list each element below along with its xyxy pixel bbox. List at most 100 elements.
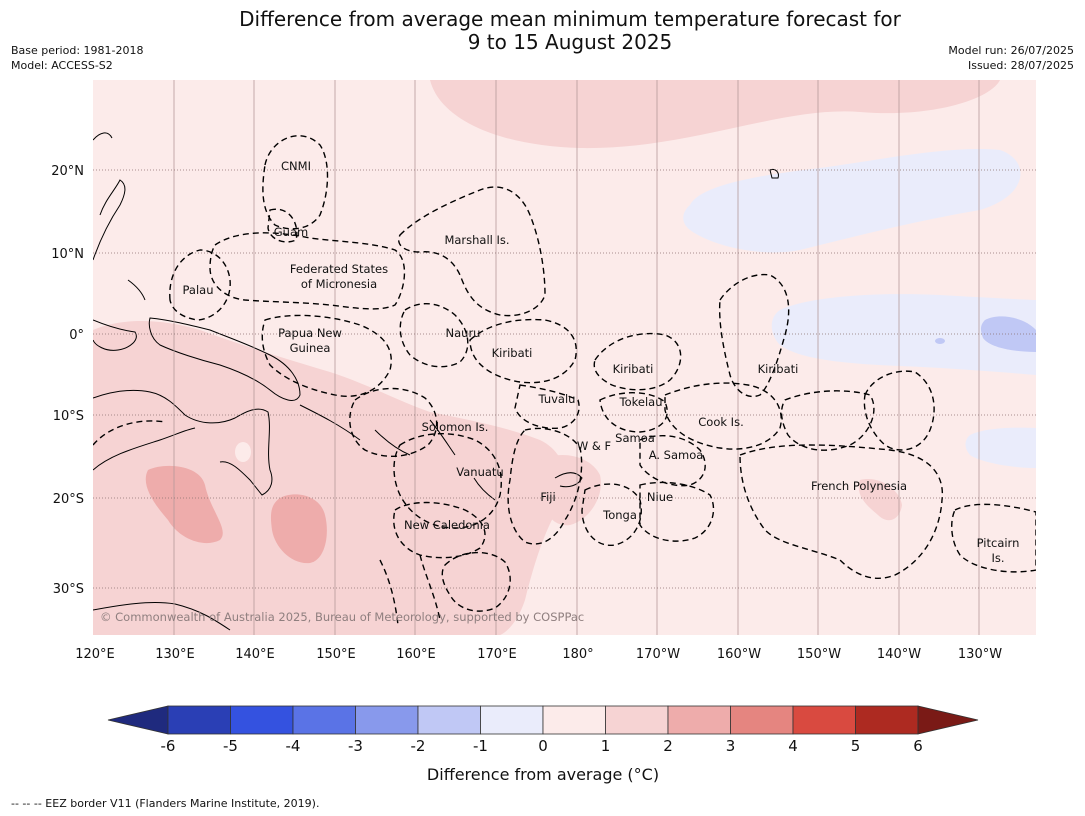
longitude-axis: 120°E 130°E 140°E 150°E 160°E 170°E 180°… — [75, 647, 1002, 662]
colorbar-cell — [167, 705, 231, 735]
label-new-caledonia: New Caledonia — [404, 518, 490, 532]
colorbar-tick-label: -4 — [286, 737, 301, 755]
anomaly-light-spot — [235, 442, 251, 462]
colorbar-tick-label: 3 — [726, 737, 736, 755]
lon-label: 160°E — [396, 647, 436, 662]
colorbar-cell — [230, 705, 294, 735]
colorbar-cell — [605, 705, 669, 735]
label-fiji: Fiji — [540, 490, 555, 504]
label-marshall: Marshall Is. — [444, 233, 509, 247]
anomaly-cool-area-south — [965, 427, 1036, 468]
colorbar-cell — [855, 705, 919, 735]
base-period: Base period: 1981-2018 — [11, 44, 144, 57]
colorbar-extend-high — [917, 705, 979, 735]
model-run: Model run: 26/07/2025 — [948, 44, 1074, 57]
copyright-notice: © Commonwealth of Australia 2025, Bureau… — [100, 610, 584, 624]
colorbar-tick-label: 2 — [663, 737, 673, 755]
label-tokelau: Tokelau — [619, 395, 663, 409]
issued-date: Issued: 28/07/2025 — [967, 59, 1074, 72]
label-fsm-line2: of Micronesia — [301, 277, 377, 291]
label-pitcairn-line2: Is. — [991, 551, 1004, 565]
label-png-line2: Guinea — [290, 341, 331, 355]
label-tuvalu: Tuvalu — [538, 392, 576, 406]
colorbar-label: Difference from average (°C) — [427, 765, 659, 784]
lat-label: 20°S — [53, 492, 84, 507]
label-png-line1: Papua New — [278, 326, 342, 340]
anomaly-2-3-area-2 — [270, 494, 327, 564]
anomaly-2-3-area-1 — [145, 465, 223, 544]
label-nauru: Nauru — [446, 326, 481, 340]
map-area: © Commonwealth of Australia 2025, Bureau… — [93, 80, 1036, 635]
label-solomon: Solomon Is. — [422, 420, 489, 434]
anomaly-1-2-fiji — [539, 455, 601, 526]
anomaly-cool-area-north — [683, 149, 1021, 253]
label-kiribati-central: Kiribati — [613, 362, 654, 376]
anomaly-1-2-south-area — [93, 321, 566, 635]
lat-label: 30°S — [53, 582, 84, 597]
label-cook: Cook Is. — [698, 415, 743, 429]
lat-label: 20°N — [51, 164, 84, 179]
label-samoa: Samoa — [615, 431, 655, 445]
eez-borders — [93, 135, 1036, 626]
lon-label: 120°E — [75, 647, 115, 662]
colorbar-tick-label: 5 — [851, 737, 861, 755]
colorbar-tick-label: 0 — [538, 737, 548, 755]
meta-left: Base period: 1981-2018 Model: ACCESS-S2 — [11, 43, 143, 73]
lat-label: 10°S — [53, 409, 84, 424]
title-line-2: 9 to 15 August 2025 — [467, 30, 673, 54]
colorbar-tick-label: -1 — [473, 737, 488, 755]
lon-label: 130°E — [155, 647, 195, 662]
colorbar-extend-low — [107, 705, 169, 735]
label-french-polynesia: French Polynesia — [811, 479, 907, 493]
model-name: Model: ACCESS-S2 — [11, 59, 113, 72]
lon-label: 180° — [562, 647, 593, 662]
region-labels: CNMI Guam Marshall Is. Federated States … — [183, 159, 1020, 565]
meta-right: Model run: 26/07/2025 Issued: 28/07/2025 — [948, 43, 1074, 73]
colorbar-cell — [792, 705, 856, 735]
lon-label: 130°W — [958, 647, 1002, 662]
latitude-axis: 20°N 10°N 0° 10°S 20°S 30°S — [51, 164, 84, 597]
label-vanuatu: Vanuatu — [456, 465, 503, 479]
lon-label: 160°W — [717, 647, 761, 662]
colorbar-tick-label: -6 — [161, 737, 176, 755]
colorbar-cells — [107, 705, 979, 735]
title-line-1: Difference from average mean minimum tem… — [239, 7, 901, 31]
anomaly-1-2-polynesia — [858, 479, 902, 521]
colorbar-tick-label: 1 — [601, 737, 611, 755]
colorbar-tick-label: 6 — [913, 737, 923, 755]
label-kiribati-west: Kiribati — [492, 346, 533, 360]
label-cnmi: CNMI — [281, 159, 311, 173]
anomaly-1-2-area — [430, 80, 1000, 149]
lon-label: 150°E — [316, 647, 356, 662]
parallel-lines — [93, 169, 1036, 589]
lon-label: 170°E — [477, 647, 517, 662]
lat-label: 0° — [69, 328, 84, 343]
label-guam: Guam — [274, 225, 308, 239]
colorbar-cell — [480, 705, 544, 735]
lon-label: 150°W — [797, 647, 841, 662]
colorbar-cell — [355, 705, 419, 735]
label-fsm-line1: Federated States — [290, 262, 388, 276]
label-pitcairn-line1: Pitcairn — [977, 536, 1020, 550]
label-palau: Palau — [183, 283, 214, 297]
label-niue: Niue — [647, 490, 673, 504]
map-title: Difference from average mean minimum tem… — [0, 8, 1085, 54]
label-tonga: Tonga — [602, 508, 637, 522]
anomaly-cool-spot — [935, 338, 945, 344]
colorbar-cell — [542, 705, 606, 735]
colorbar-tick-label: -2 — [411, 737, 426, 755]
lon-label: 170°W — [636, 647, 680, 662]
lat-label: 10°N — [51, 247, 84, 262]
label-wallis-futuna: W & F — [577, 439, 611, 453]
lon-label: 140°E — [235, 647, 275, 662]
colorbar-ticks: -6 -5 -4 -3 -2 -1 0 1 2 3 4 5 6 — [161, 737, 923, 755]
label-kiribati-east: Kiribati — [758, 362, 799, 376]
colorbar-tick-label: -3 — [348, 737, 363, 755]
colorbar-cell — [417, 705, 481, 735]
coastlines — [93, 132, 779, 631]
colorbar-cell — [730, 705, 794, 735]
meridian-lines — [173, 80, 980, 635]
lon-label: 140°W — [877, 647, 921, 662]
